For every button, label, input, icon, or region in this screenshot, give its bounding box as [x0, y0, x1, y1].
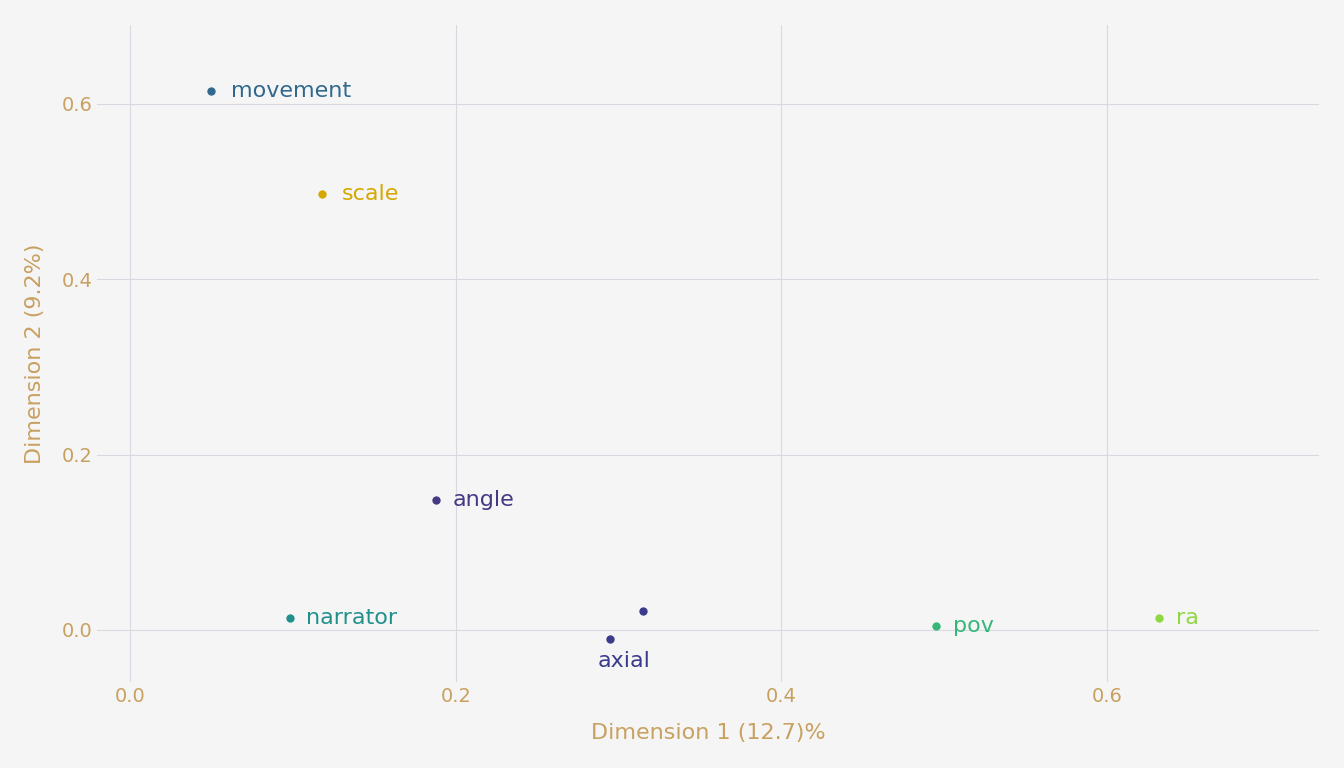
Text: ra: ra [1176, 608, 1199, 628]
Y-axis label: Dimension 2 (9.2%): Dimension 2 (9.2%) [26, 243, 44, 464]
Text: angle: angle [453, 490, 515, 510]
Text: scale: scale [341, 184, 399, 204]
X-axis label: Dimension 1 (12.7)%: Dimension 1 (12.7)% [591, 723, 825, 743]
Text: pov: pov [953, 617, 993, 637]
Text: axial: axial [598, 650, 650, 670]
Text: movement: movement [231, 81, 351, 101]
Text: narrator: narrator [306, 608, 396, 628]
